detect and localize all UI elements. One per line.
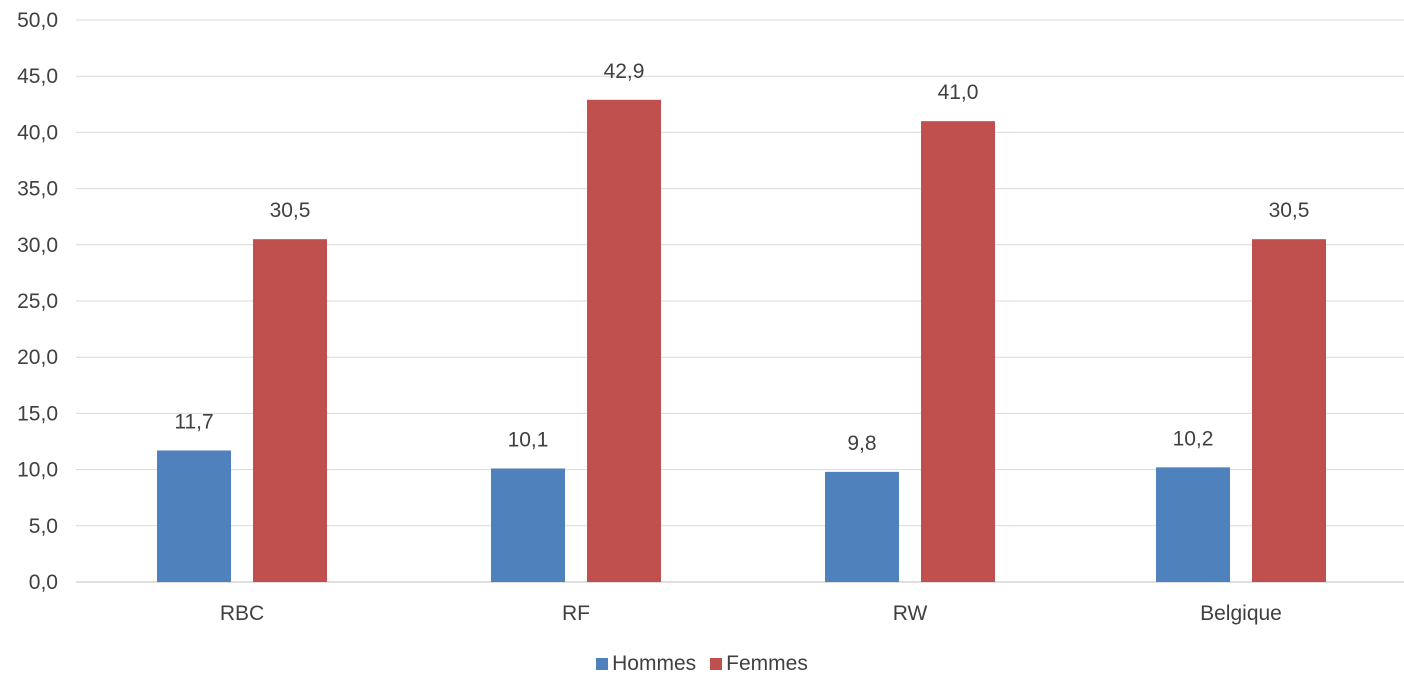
bar-femmes-rw: [921, 121, 995, 582]
y-tick-label: 15,0: [17, 402, 58, 425]
bar-hommes-rf: [491, 468, 565, 582]
y-tick-label: 30,0: [17, 234, 58, 257]
data-label: 30,5: [270, 199, 311, 222]
data-label: 11,7: [174, 410, 213, 433]
x-tick-label: Belgique: [1200, 602, 1282, 625]
y-tick-label: 40,0: [17, 121, 58, 144]
bar-hommes-rbc: [157, 450, 231, 582]
bar-hommes-belgique: [1156, 467, 1230, 582]
y-tick-label: 35,0: [17, 178, 58, 201]
y-tick-label: 10,0: [17, 459, 58, 482]
bar-chart: 0,0 5,0 10,0 15,0 20,0 25,0 30,0 35,0 40,0 45,0 50…: [17, 9, 1404, 625]
data-label: 41,0: [938, 81, 979, 104]
y-tick-label: 0,0: [29, 571, 58, 594]
legend: Hommes Femmes: [0, 652, 1404, 676]
bar-femmes-rf: [587, 99, 661, 582]
bar-femmes-belgique: [1252, 239, 1326, 582]
y-tick-label: 45,0: [17, 65, 58, 88]
y-tick-label: 50,0: [17, 9, 58, 32]
x-tick-label: RBC: [220, 602, 264, 625]
y-tick-label: 25,0: [17, 290, 58, 313]
y-tick-label: 20,0: [17, 346, 58, 369]
legend-label-hommes: Hommes: [612, 652, 697, 675]
legend-swatch-hommes: [596, 658, 609, 670]
data-label: 30,5: [1269, 199, 1310, 222]
x-tick-label: RW: [893, 602, 928, 625]
data-label: 9,8: [847, 432, 876, 455]
legend-item-femmes: Femmes: [710, 652, 808, 676]
legend-item-hommes: Hommes: [596, 652, 696, 676]
bar-hommes-rw: [825, 471, 899, 582]
data-label: 10,2: [1173, 427, 1214, 450]
legend-label-femmes: Femmes: [726, 652, 808, 675]
y-tick-label: 5,0: [29, 515, 58, 538]
x-tick-label: RF: [562, 602, 590, 625]
data-label: 42,9: [604, 60, 645, 83]
legend-swatch-femmes: [710, 658, 723, 670]
data-label: 10,1: [508, 428, 549, 451]
bar-femmes-rbc: [253, 239, 327, 582]
